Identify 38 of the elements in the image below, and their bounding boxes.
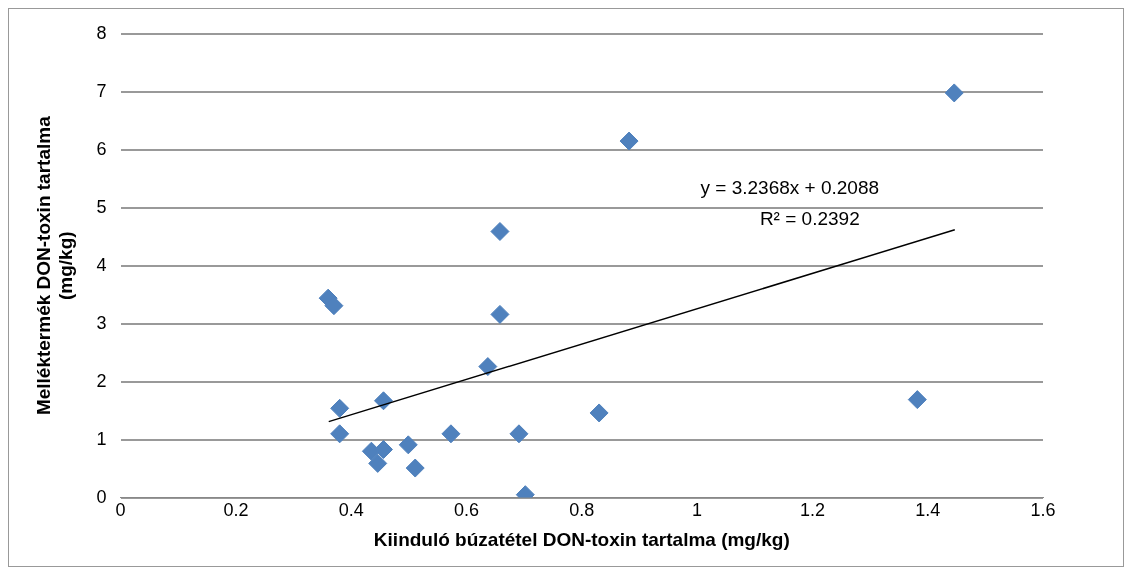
y-tick-label: 6 — [96, 138, 107, 159]
x-tick-label: 1 — [692, 500, 703, 521]
x-tick-label: 0.6 — [453, 500, 480, 521]
y-tick-label: 8 — [96, 22, 107, 43]
x-tick-label: 0.4 — [338, 500, 364, 521]
point — [324, 296, 344, 316]
x-tick-label: 0 — [115, 500, 126, 521]
annotation: y = 3.2368x + 0.2088 — [700, 176, 880, 198]
point — [907, 390, 927, 410]
x-tick-label: 1.4 — [915, 500, 941, 521]
point — [589, 403, 609, 423]
y-tick-label: 5 — [96, 196, 107, 217]
annotation: R² = 0.2392 — [759, 207, 860, 229]
y-tick-label: 0 — [96, 486, 107, 507]
x-tick-label: 1.6 — [1030, 500, 1056, 521]
y-axis-title: Melléktermék DON-toxin tartalma (mg/kg) — [32, 115, 77, 416]
point — [405, 458, 425, 478]
point — [944, 83, 964, 103]
point — [490, 304, 510, 324]
x-tick-label: 0.8 — [569, 500, 595, 521]
point — [368, 453, 388, 473]
point — [509, 424, 529, 444]
point — [330, 398, 350, 418]
y-tick-label: 4 — [96, 254, 107, 275]
x-axis-title: Kiinduló búzatétel DON-toxin tartalma (mg/kg) — [373, 528, 790, 550]
point — [441, 424, 461, 444]
x-tick-label: 1.2 — [799, 500, 825, 521]
point — [398, 435, 418, 455]
point — [478, 357, 498, 377]
y-tick-label: 7 — [96, 80, 107, 101]
y-tick-label: 1 — [96, 428, 107, 449]
x-tick-label: 0.2 — [223, 500, 249, 521]
point — [373, 439, 393, 459]
y-tick-label: 2 — [96, 370, 107, 391]
point — [330, 424, 350, 444]
point — [490, 222, 510, 241]
y-tick-label: 3 — [96, 312, 107, 333]
point — [619, 131, 639, 151]
